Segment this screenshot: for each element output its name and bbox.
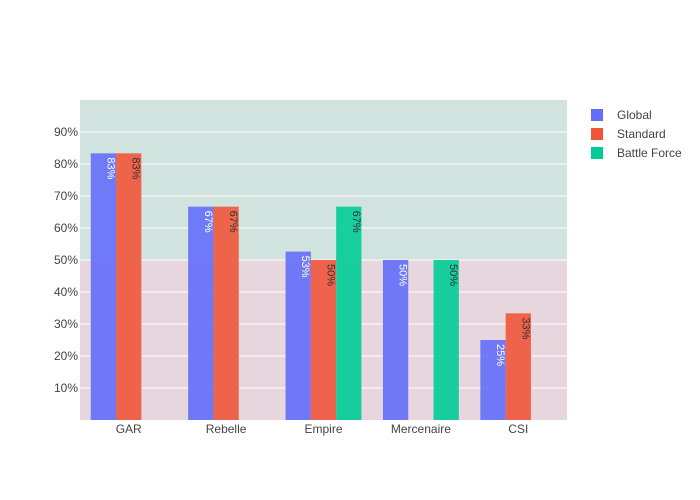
bar-standard-gar	[116, 153, 142, 420]
y-tick-label: 90%	[54, 125, 78, 139]
bar-data-label: 53%	[299, 256, 311, 278]
bar-data-label: 50%	[447, 264, 459, 286]
y-tick-label: 60%	[54, 221, 78, 235]
bar-standard-rebelle	[213, 206, 239, 420]
bar-data-label: 50%	[397, 264, 409, 286]
y-tick-label: 80%	[54, 157, 78, 171]
x-tick-label: Rebelle	[206, 422, 247, 436]
bars-layer	[90, 153, 531, 420]
bar-data-label: 83%	[130, 157, 142, 179]
bar-global-rebelle	[188, 206, 214, 420]
legend-label-global: Global	[617, 108, 652, 122]
y-tick-label: 30%	[54, 317, 78, 331]
bar-labels-layer: 83% 67% 53% 50% 25% 83% 67% 50% 33% 67% 50%	[104, 157, 531, 366]
x-tick-label: CSI	[508, 422, 528, 436]
y-tick-label: 40%	[54, 285, 78, 299]
legend-label-battle-force: Battle Force	[617, 146, 682, 160]
y-tick-label: 70%	[54, 189, 78, 203]
x-tick-label: Mercenaire	[391, 422, 451, 436]
legend: Global Standard Battle Force	[591, 108, 682, 160]
y-tick-label: 20%	[54, 349, 78, 363]
bar-data-label: 25%	[494, 344, 506, 366]
bar-data-label: 50%	[325, 264, 337, 286]
bar-battle-force-empire	[336, 206, 362, 420]
x-tick-label: Empire	[304, 422, 342, 436]
bar-battle-force-mercenaire	[433, 260, 459, 420]
bar-data-label: 67%	[350, 211, 362, 233]
bar-standard-empire	[310, 260, 337, 420]
x-tick-label: GAR	[116, 422, 142, 436]
bar-global-mercenaire	[382, 260, 409, 420]
bar-global-empire	[285, 251, 311, 420]
legend-swatch-standard	[591, 128, 603, 140]
x-axis-ticks: GAR Rebelle Empire Mercenaire CSI	[116, 422, 529, 436]
y-axis-ticks: 10% 20% 30% 40% 50% 60% 70% 80% 90%	[54, 125, 78, 395]
y-tick-label: 10%	[54, 381, 78, 395]
legend-swatch-battle-force	[591, 147, 603, 159]
legend-swatch-global	[591, 109, 603, 121]
bar-data-label: 67%	[227, 211, 239, 233]
legend-label-standard: Standard	[617, 127, 666, 141]
bar-data-label: 67%	[202, 211, 214, 233]
bar-global-gar	[90, 153, 117, 420]
y-tick-label: 50%	[54, 253, 78, 267]
bar-data-label: 33%	[519, 317, 531, 339]
bar-standard-csi	[505, 313, 531, 420]
bar-global-csi	[480, 340, 506, 420]
background-band-1	[80, 100, 567, 260]
bar-data-label: 83%	[104, 157, 116, 179]
